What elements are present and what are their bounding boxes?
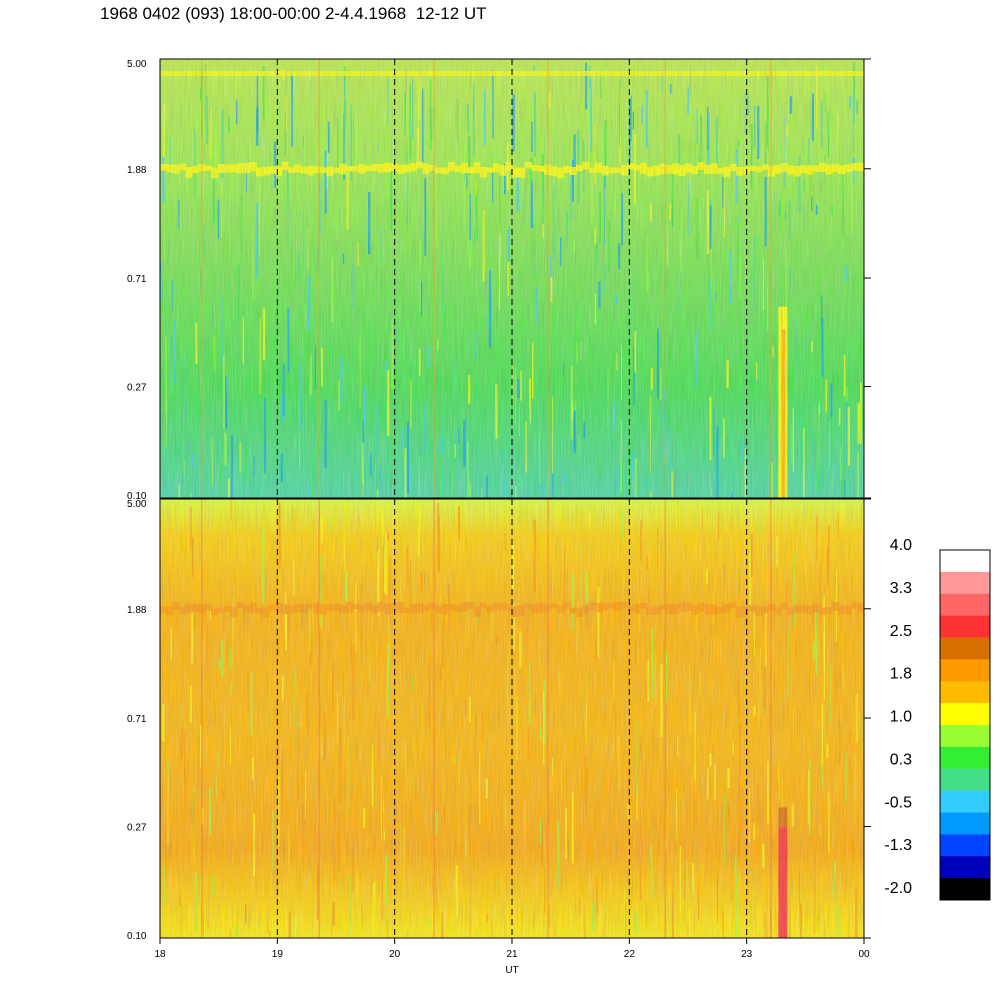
y-tick-label: 0.27: [127, 383, 147, 394]
colorbar-label: 1.0: [890, 709, 912, 726]
colorbar-label: 4.0: [890, 537, 912, 554]
y-tick-label: 0.10: [127, 491, 147, 502]
colorbar-swatch: [940, 681, 990, 704]
x-axis-label: UT: [505, 965, 518, 976]
y-tick-label: 5.00: [127, 59, 147, 70]
colorbar-swatch: [940, 659, 990, 682]
colorbar-label: -0.5: [884, 794, 912, 811]
colorbar-swatch: [940, 856, 990, 879]
colorbar-label: -2.0: [884, 880, 912, 897]
x-tick-label: 20: [389, 949, 401, 960]
texture-streak: [543, 937, 544, 938]
y-tick-label: 1.88: [127, 165, 147, 176]
x-tick-label: 22: [624, 949, 636, 960]
x-axis: 18 19 20 21 22 23 00: [154, 938, 870, 960]
x-tick-label: 19: [272, 949, 284, 960]
colorbar-swatch: [940, 812, 990, 835]
colorbar-swatch: [940, 637, 990, 660]
y-tick-label: 5.00: [127, 499, 147, 510]
colorbar-swatch: [940, 746, 990, 770]
y-tick-label: 0.27: [127, 823, 147, 834]
y-axes: 0.100.270.711.885.000.100.270.711.885.00: [127, 58, 871, 942]
colorbar-swatch: [940, 571, 990, 595]
colorbar-swatch: [940, 878, 990, 901]
colorbar-label: 0.3: [890, 751, 912, 768]
colorbar-label: -1.3: [884, 837, 912, 854]
x-tick-label: 21: [506, 949, 518, 960]
chart-title: 1968 0402 (093) 18:00-00:00 2-4.4.1968 1…: [100, 4, 487, 23]
colorbar-swatch: [940, 615, 990, 639]
y-tick-label: 0.71: [127, 274, 147, 285]
y-tick-label: 0.71: [127, 714, 147, 725]
colorbar-swatch: [940, 593, 990, 617]
colorbar-label: 2.5: [890, 623, 912, 640]
colorbar-swatch: [940, 768, 990, 792]
y-tick-label: 1.88: [127, 605, 147, 616]
x-tick-label: 23: [741, 949, 753, 960]
colorbar-swatch: [940, 725, 990, 748]
colorbar-frame: [939, 549, 991, 901]
colorbar-label: 3.3: [890, 580, 912, 597]
time-gridlines: [276, 59, 748, 938]
colorbar-label: 1.8: [890, 666, 912, 683]
texture-streak: [781, 937, 783, 938]
x-tick-label: 00: [858, 949, 870, 960]
texture-streak: [531, 936, 533, 938]
x-tick-label: 18: [154, 949, 166, 960]
y-tick-label: 0.10: [127, 931, 147, 942]
colorbar-swatch: [940, 550, 990, 573]
colorbar: 4.0 3.3 2.5 1.8 1.0 0.3 -0.5 -1.3 -2.0: [884, 537, 991, 901]
colorbar-swatch: [940, 834, 990, 857]
colorbar-swatch: [940, 703, 990, 726]
colorbar-swatch: [940, 790, 990, 814]
